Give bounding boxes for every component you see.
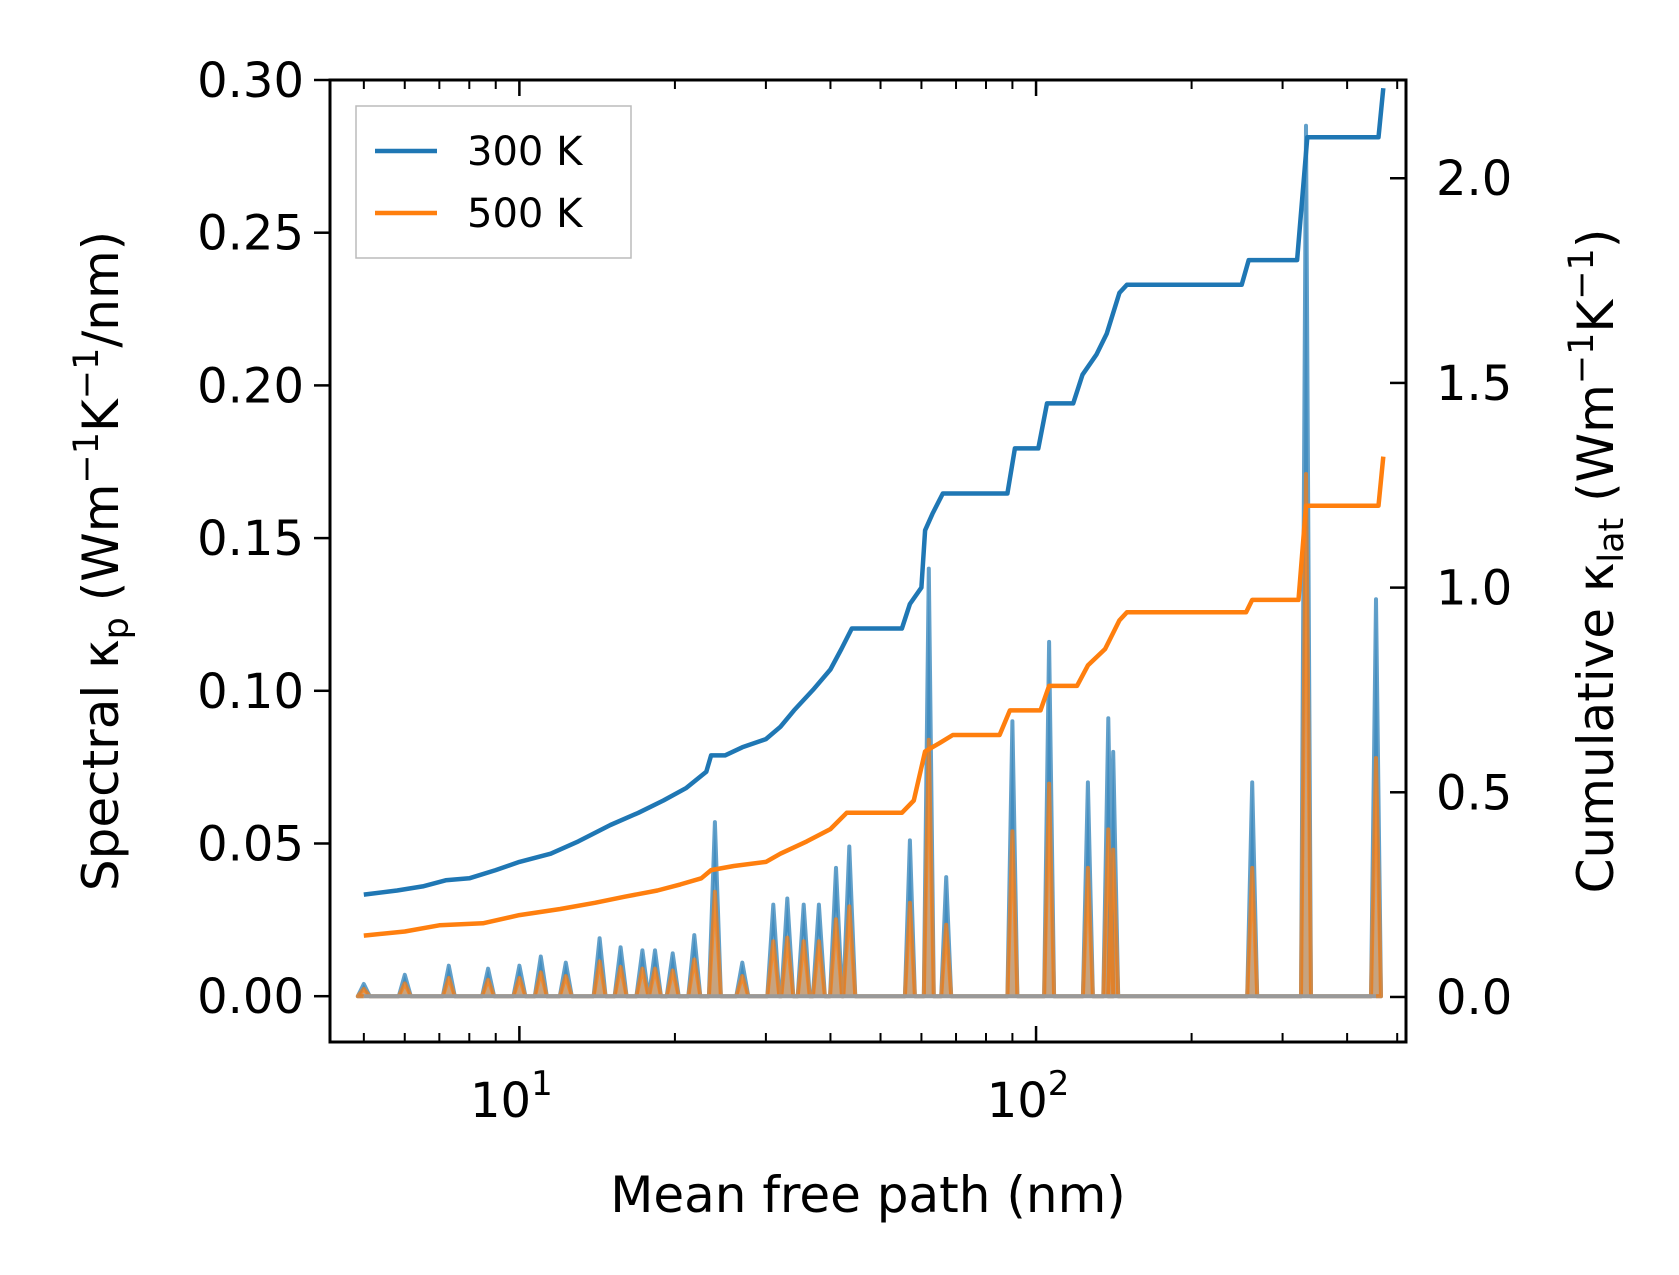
legend-label-500k: 500 K <box>467 191 584 237</box>
y-left-tick-label: 0.25 <box>197 206 304 262</box>
y-left-tick-label: 0.30 <box>197 53 304 109</box>
cumulative-line-500k <box>363 456 1386 938</box>
y-left-tick-label: 0.10 <box>197 664 304 720</box>
y-axis-right-title: Cumulative κlat (Wm−1K−1) <box>1562 229 1632 894</box>
cumulative-line-300k <box>363 87 1386 897</box>
y-left-tick-label: 0.05 <box>197 816 304 872</box>
y-right-tick-label: 0.5 <box>1436 765 1512 821</box>
spectral-fill-layer <box>355 123 1383 999</box>
y-right-tick-label: 1.5 <box>1436 356 1512 412</box>
legend: 300 K 500 K <box>355 105 632 259</box>
y-right-tick-label: 2.0 <box>1436 151 1512 207</box>
y-right-tick-label: 1.0 <box>1436 561 1512 617</box>
tick-layer: 101 102 0.00 0.05 0.10 0.15 0.20 0.25 0.30 0.0 0.5… <box>197 53 1512 1129</box>
plot-frame <box>328 78 1408 1044</box>
y-left-tick-label: 0.20 <box>197 358 304 414</box>
cumulative-line-layer <box>363 87 1386 938</box>
x-tick-label: 101 <box>470 1064 553 1129</box>
y-right-tick-label: 0.0 <box>1436 970 1512 1026</box>
y-left-tick-label: 0.00 <box>197 969 304 1025</box>
x-axis-title: Mean free path (nm) <box>610 1166 1126 1224</box>
y-axis-left-title: Spectral κp (Wm−1K−1/nm) <box>67 231 137 891</box>
legend-box <box>355 105 632 259</box>
legend-label-300k: 300 K <box>467 129 584 175</box>
x-tick-label: 102 <box>987 1064 1070 1129</box>
y-left-tick-label: 0.15 <box>197 511 304 567</box>
